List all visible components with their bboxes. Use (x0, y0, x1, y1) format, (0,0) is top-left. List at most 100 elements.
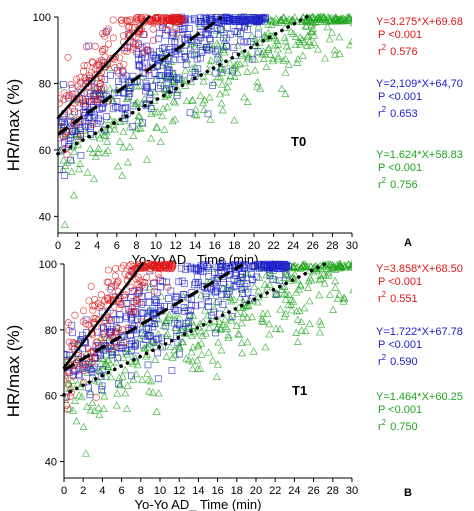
data-point (276, 305, 285, 313)
data-point (143, 155, 152, 163)
x-tick-label: 30 (346, 485, 358, 497)
data-point (221, 315, 230, 323)
x-axis-label: Yo-Yo AD_ Time (min) (135, 497, 262, 511)
data-point (131, 40, 139, 48)
data-point (113, 354, 121, 362)
data-point (171, 98, 180, 106)
data-point (243, 313, 252, 321)
data-point (337, 262, 346, 270)
data-point (154, 349, 162, 357)
data-point (188, 364, 197, 372)
data-point (328, 261, 337, 269)
data-point (253, 48, 262, 56)
data-point (127, 346, 135, 354)
data-point (90, 314, 98, 322)
data-point (178, 337, 187, 345)
data-point (236, 261, 244, 269)
data-point (351, 267, 352, 269)
data-point (226, 58, 235, 67)
data-point (169, 70, 177, 77)
data-point (330, 46, 339, 54)
data-point (205, 272, 213, 280)
r-squared-value: 0.756 (390, 179, 418, 191)
data-point (162, 318, 171, 326)
data-point (331, 50, 340, 58)
data-point (286, 27, 295, 35)
data-point (129, 308, 137, 316)
data-point (141, 283, 148, 291)
data-point (87, 348, 95, 356)
data-point (218, 285, 226, 293)
y-tick-label: 80 (45, 325, 57, 337)
data-point (350, 19, 352, 22)
data-point (333, 294, 342, 303)
data-point (350, 19, 352, 22)
data-point (163, 27, 171, 35)
data-point (168, 28, 176, 36)
data-point (120, 339, 128, 347)
data-point (94, 148, 103, 156)
data-point (80, 307, 88, 315)
data-point (277, 15, 285, 23)
data-point (112, 265, 120, 273)
x-tick-label: 20 (248, 240, 260, 252)
data-point (179, 338, 188, 346)
data-point (250, 16, 257, 24)
data-point (233, 68, 242, 76)
data-point (191, 42, 199, 50)
data-point (276, 324, 285, 333)
data-point (263, 309, 272, 317)
data-point (353, 15, 360, 21)
data-point (302, 22, 311, 30)
data-point (290, 274, 299, 282)
data-point (64, 371, 69, 380)
data-point (209, 82, 216, 89)
data-point (304, 31, 313, 39)
data-point (227, 65, 236, 73)
data-point (88, 77, 96, 84)
data-point (82, 320, 90, 328)
data-point (284, 18, 293, 26)
data-point (151, 262, 159, 270)
data-point (297, 317, 306, 326)
data-point (347, 261, 352, 270)
r-symbol: r (378, 293, 382, 305)
data-point (137, 15, 145, 23)
data-point (360, 17, 367, 23)
data-point (94, 144, 103, 152)
data-point (192, 264, 200, 272)
data-point (265, 330, 274, 338)
data-point (155, 35, 162, 43)
data-point (105, 63, 114, 71)
data-point (197, 350, 206, 358)
data-point (101, 76, 109, 83)
data-point (106, 285, 114, 293)
data-point (359, 263, 366, 269)
data-point (182, 61, 190, 68)
data-point (142, 87, 149, 95)
data-point (323, 22, 332, 31)
data-point (279, 13, 288, 21)
data-point (171, 319, 179, 327)
data-point (296, 40, 305, 48)
regression-line-dashed (57, 15, 223, 136)
data-point (129, 263, 137, 271)
data-point (91, 42, 99, 50)
r-superscript: 2 (382, 43, 387, 52)
data-point (335, 290, 344, 298)
data-point (122, 347, 130, 355)
data-point (221, 322, 230, 330)
data-point (212, 297, 221, 305)
data-point (103, 278, 111, 286)
data-point (163, 90, 172, 98)
data-point (196, 364, 205, 372)
data-point (207, 15, 215, 23)
data-point (118, 105, 126, 113)
data-point (311, 17, 320, 26)
data-point (105, 278, 113, 286)
data-point (120, 75, 128, 83)
data-point (154, 335, 162, 343)
data-point (216, 325, 225, 333)
data-point (86, 113, 93, 121)
data-point (359, 19, 366, 25)
